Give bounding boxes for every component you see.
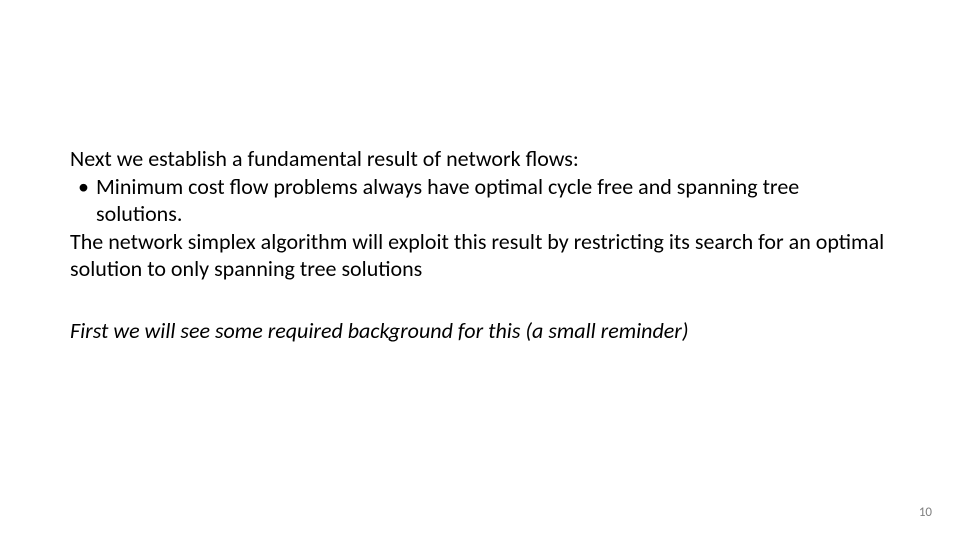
followup-paragraph: The network simplex algorithm will explo…	[70, 228, 890, 283]
bullet-point-1: Minimum cost flow problems always have o…	[70, 173, 890, 228]
slide-body: Next we establish a fundamental result o…	[70, 145, 890, 344]
intro-paragraph: Next we establish a fundamental result o…	[70, 145, 890, 173]
italic-note: First we will see some required backgrou…	[70, 317, 890, 345]
page-number: 10	[919, 505, 932, 520]
